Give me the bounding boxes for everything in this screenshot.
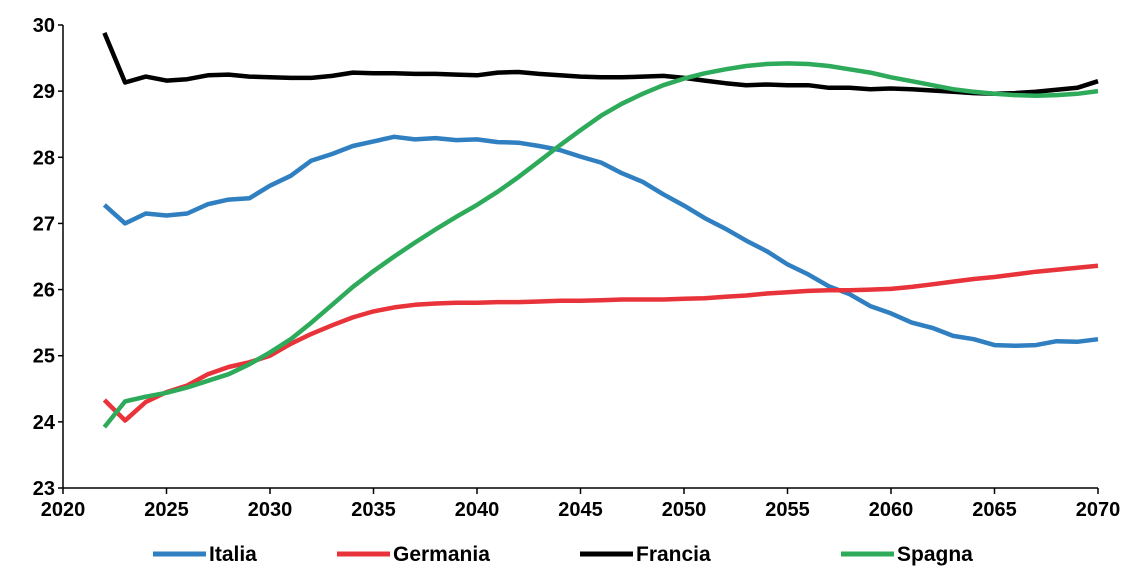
x-tick-label: 2055 <box>765 499 810 521</box>
x-axis-ticks: 2020 2025 2030 2035 2040 2045 2050 2055 2060 2065… <box>41 488 1121 521</box>
y-tick-label: 29 <box>33 81 55 103</box>
y-tick-label: 30 <box>33 15 55 37</box>
series-line-francia <box>102 32 1099 97</box>
y-tick-label: 27 <box>33 213 55 235</box>
x-tick-label: 2050 <box>662 499 707 521</box>
x-tick-label: 2030 <box>248 499 293 521</box>
y-tick-label: 26 <box>33 280 55 302</box>
x-tick-label: 2065 <box>972 499 1017 521</box>
series-line-spagna <box>102 61 1099 429</box>
series-line-italia <box>102 134 1099 349</box>
x-tick-label: 2035 <box>351 499 396 521</box>
legend-label-italia: Italia <box>209 543 257 566</box>
y-tick-label: 28 <box>33 147 55 169</box>
y-tick-label: 25 <box>33 346 55 368</box>
legend-label-spagna: Spagna <box>897 543 973 566</box>
series-lines <box>102 32 1099 429</box>
y-tick-label: 23 <box>33 478 55 500</box>
axes <box>62 25 1098 489</box>
x-tick-label: 2045 <box>558 499 603 521</box>
x-tick-label: 2070 <box>1076 499 1121 521</box>
series-line-germania <box>102 263 1099 423</box>
legend: Italia Germania Francia Spagna <box>153 543 973 566</box>
x-tick-label: 2040 <box>455 499 500 521</box>
x-tick-label: 2025 <box>144 499 189 521</box>
x-tick-label: 2020 <box>41 499 86 521</box>
legend-label-germania: Germania <box>393 543 490 566</box>
y-tick-label: 24 <box>33 412 56 434</box>
legend-label-francia: Francia <box>636 543 711 566</box>
x-tick-label: 2060 <box>869 499 914 521</box>
y-axis-ticks: 23 24 25 26 27 28 29 30 <box>33 15 63 500</box>
